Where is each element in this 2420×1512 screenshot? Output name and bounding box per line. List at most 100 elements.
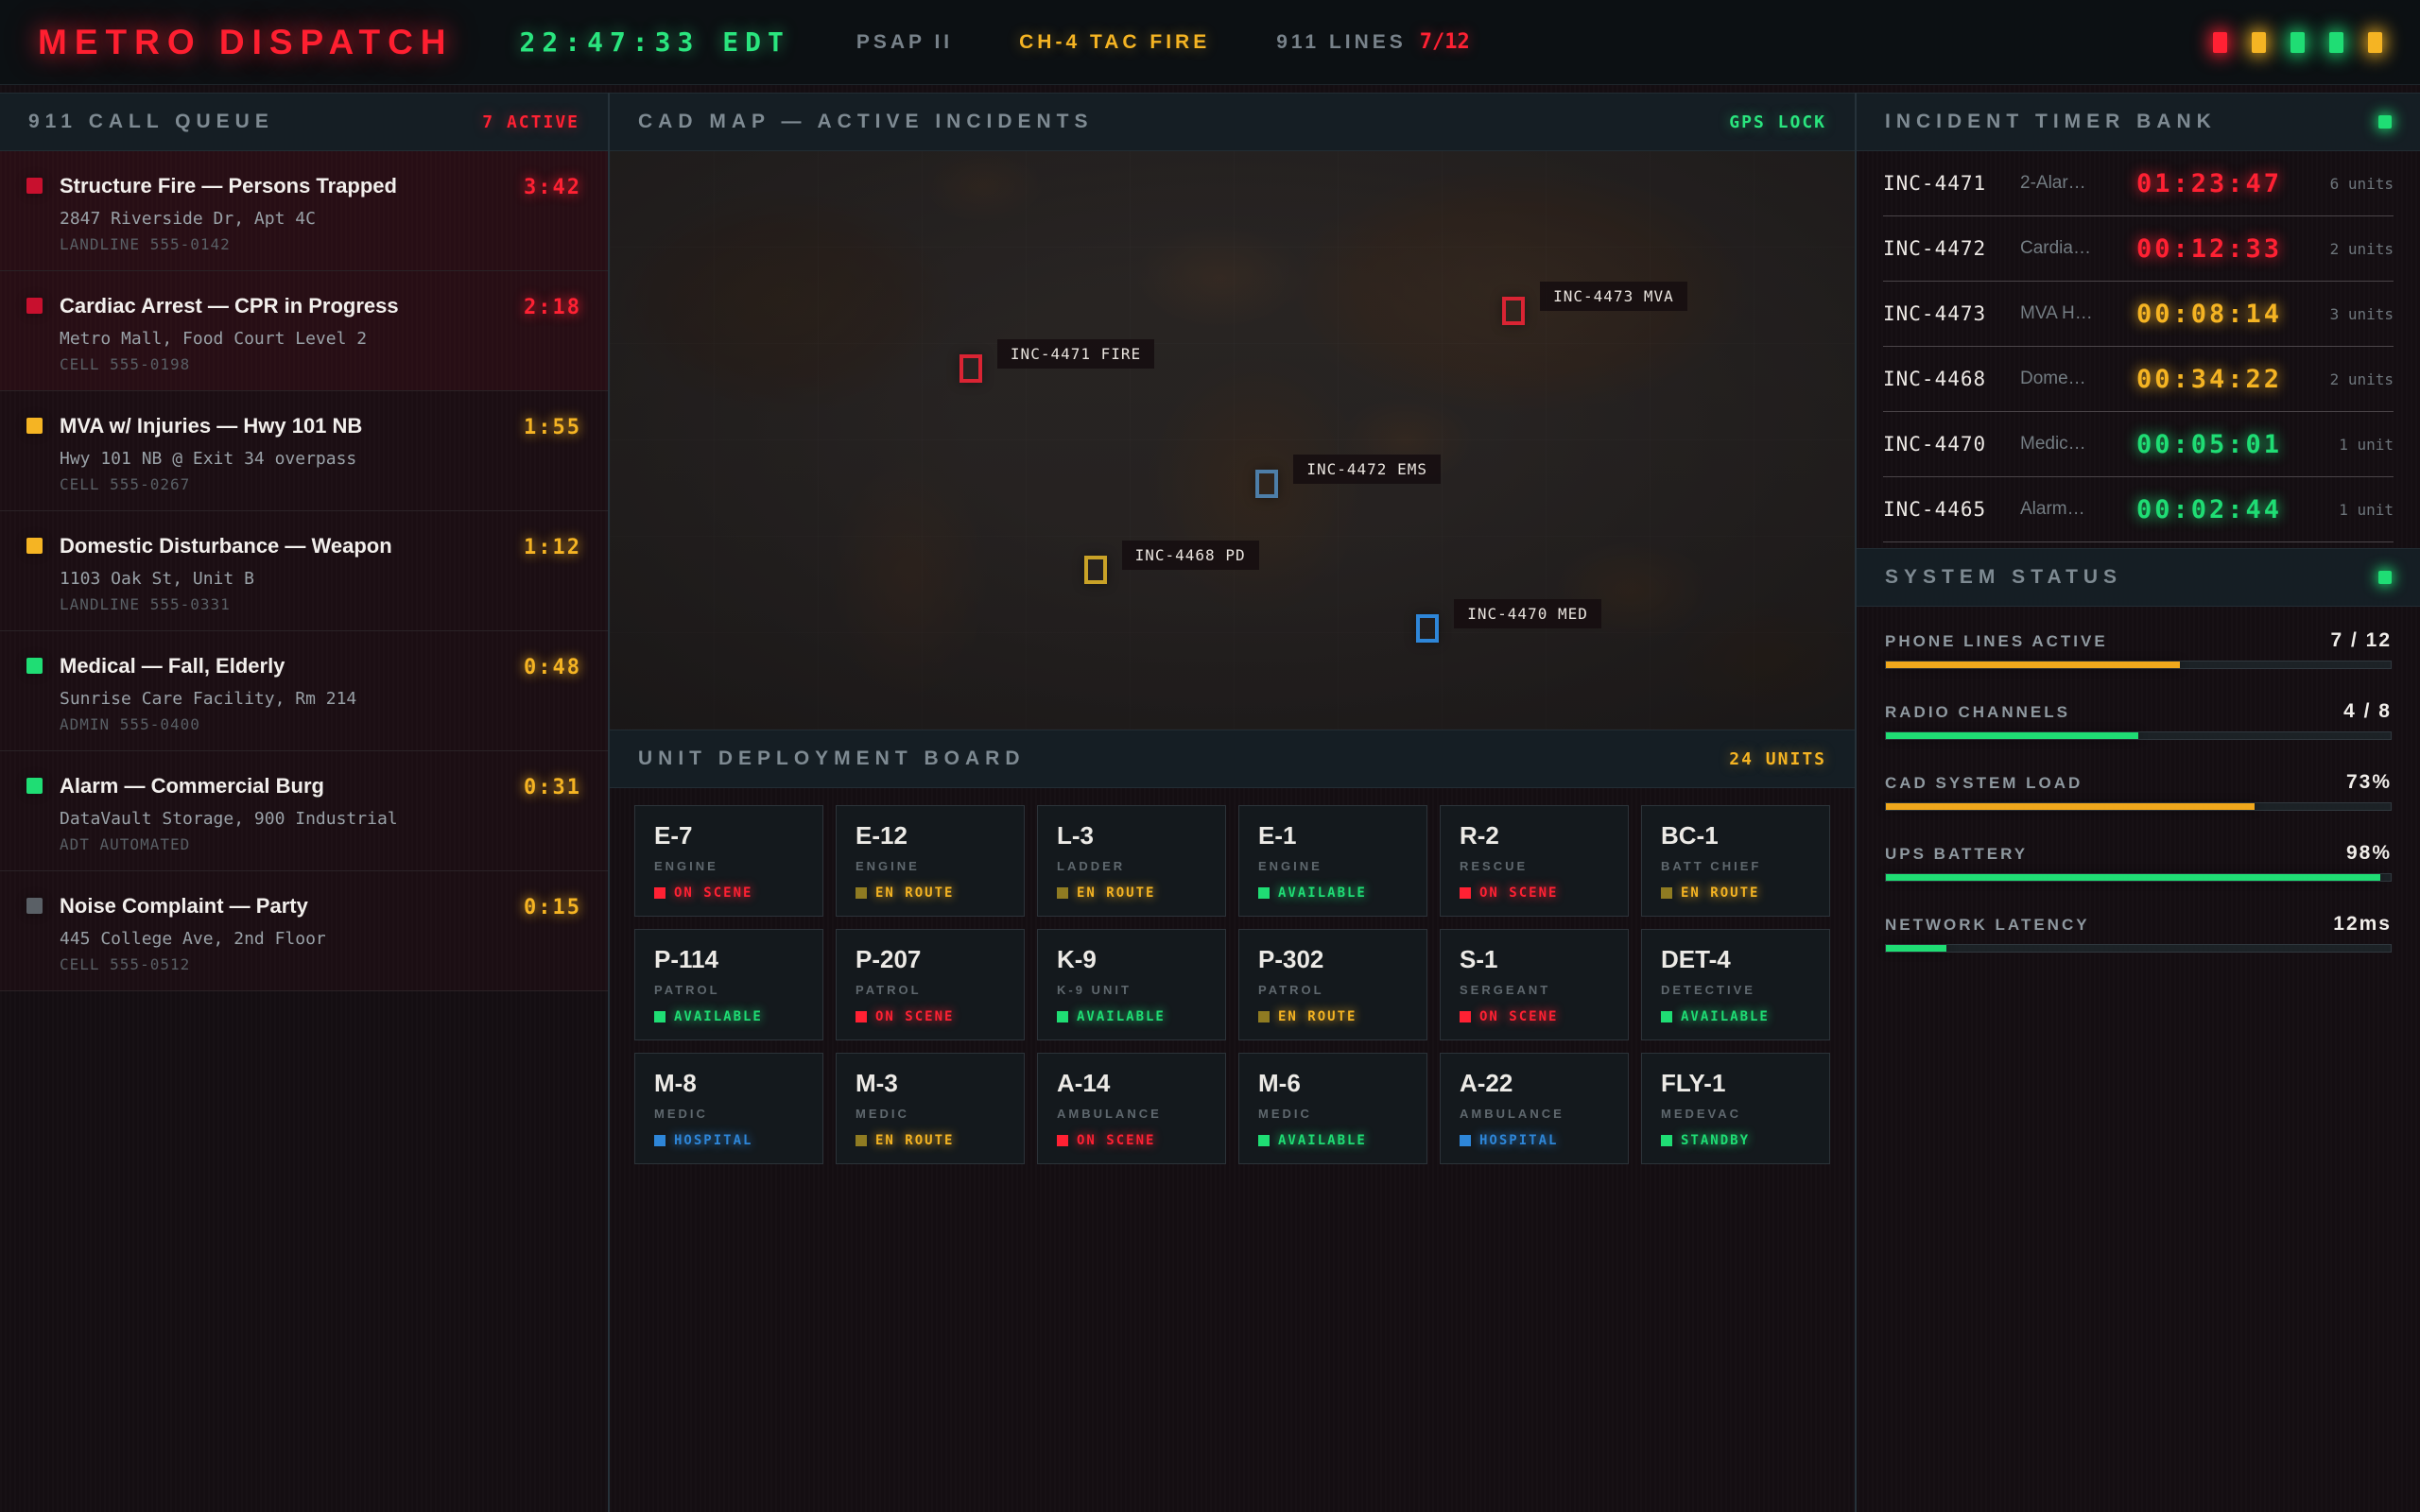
metric-bar-fill [1886,732,2138,739]
call-details: Structure Fire — Persons Trapped 2847 Ri… [60,174,507,270]
metric-bar-fill [1886,945,1946,952]
call-address: 2847 Riverside Dr, Apt 4C [60,209,507,229]
unit-id: DET-4 [1661,945,1810,974]
status-dot-icon [1661,1135,1672,1146]
unit-card[interactable]: S-1 SERGEANT ON SCENE [1440,929,1629,1040]
cad-map[interactable]: INC-4471 FIRE INC-4473 MVA INC-4472 EMS … [610,151,1855,730]
psap-label: PSAP II [856,31,953,54]
unit-card[interactable]: FLY-1 MEDEVAC STANDBY [1641,1053,1830,1164]
incident-label: INC-4471 FIRE [997,339,1154,369]
metric-value: 4 / 8 [2343,700,2392,723]
unit-card[interactable]: K-9 K-9 UNIT AVAILABLE [1037,929,1226,1040]
incident-timer-row[interactable]: INC-4473 MVA H… 00:08:14 3 units [1883,282,2394,347]
incident-timer: 00:05:01 [2115,430,2304,459]
call-details: Medical — Fall, Elderly Sunrise Care Fac… [60,654,507,750]
unit-card[interactable]: P-207 PATROL ON SCENE [836,929,1025,1040]
unit-id: M-8 [654,1069,804,1098]
call-item[interactable]: Cardiac Arrest — CPR in Progress Metro M… [0,271,608,391]
call-item[interactable]: Domestic Disturbance — Weapon 1103 Oak S… [0,511,608,631]
incident-timer: 00:02:44 [2115,495,2304,524]
unit-id: S-1 [1460,945,1609,974]
incident-timer-row[interactable]: INC-4468 Dome… 00:34:22 2 units [1883,347,2394,412]
system-status-header: SYSTEM STATUS [1857,548,2420,607]
incident-timer-row[interactable]: INC-4465 Alarm… 00:02:44 1 unit [1883,477,2394,542]
tac-channel-selector[interactable]: CH-4 TAC FIRE [1019,31,1210,54]
call-item[interactable]: Medical — Fall, Elderly Sunrise Care Fac… [0,631,608,751]
incident-timer-row[interactable]: INC-4472 Cardia… 00:12:33 2 units [1883,216,2394,282]
status-dot-icon [856,1135,867,1146]
status-dot-icon [1460,887,1471,899]
incident-timer-row[interactable]: INC-4470 Medic… 00:05:01 1 unit [1883,412,2394,477]
unit-status: STANDBY [1661,1133,1810,1148]
incident-marker-icon [1084,556,1107,584]
call-item[interactable]: Structure Fire — Persons Trapped 2847 Ri… [0,151,608,271]
unit-id: M-3 [856,1069,1005,1098]
unit-type: MEDIC [654,1107,804,1121]
metric-bar [1885,944,2392,953]
unit-card[interactable]: E-7 ENGINE ON SCENE [634,805,823,917]
status-dot-icon [1057,1135,1068,1146]
call-source: LANDLINE 555-0331 [60,595,507,613]
unit-card[interactable]: P-114 PATROL AVAILABLE [634,929,823,1040]
metric-value: 12ms [2333,913,2392,936]
map-incident[interactable]: INC-4468 PD [1084,556,1107,584]
call-source: CELL 555-0198 [60,355,507,373]
unit-card[interactable]: M-3 MEDIC EN ROUTE [836,1053,1025,1164]
active-calls-badge: 7 ACTIVE [482,112,579,132]
call-item[interactable]: Alarm — Commercial Burg DataVault Storag… [0,751,608,871]
timer-bank-title: INCIDENT TIMER BANK [1885,111,2217,133]
unit-status-label: EN ROUTE [1681,885,1759,901]
metric-value: 7 / 12 [2330,629,2392,652]
incident-label: INC-4473 MVA [1540,282,1687,311]
unit-card[interactable]: M-8 MEDIC HOSPITAL [634,1053,823,1164]
timer-rows: INC-4471 2-Alar… 01:23:47 6 units INC-44… [1857,151,2420,542]
unit-card[interactable]: E-12 ENGINE EN ROUTE [836,805,1025,917]
unit-card[interactable]: A-22 AMBULANCE HOSPITAL [1440,1053,1629,1164]
metric: RADIO CHANNELS 4 / 8 [1885,700,2392,740]
incident-timer-row[interactable]: INC-4471 2-Alar… 01:23:47 6 units [1883,151,2394,216]
metric-bar-fill [1886,874,2380,881]
map-incident[interactable]: INC-4472 EMS [1255,470,1278,498]
call-item[interactable]: Noise Complaint — Party 445 College Ave,… [0,871,608,991]
incident-label: INC-4470 MED [1454,599,1601,628]
unit-status-label: AVAILABLE [1681,1009,1770,1024]
metric: UPS BATTERY 98% [1885,842,2392,882]
unit-status-label: AVAILABLE [1278,885,1367,901]
incident-id: INC-4465 [1883,498,2020,521]
unit-status-label: ON SCENE [1077,1133,1155,1148]
unit-card[interactable]: E-1 ENGINE AVAILABLE [1238,805,1427,917]
unit-card[interactable]: M-6 MEDIC AVAILABLE [1238,1053,1427,1164]
call-item[interactable]: MVA w/ Injuries — Hwy 101 NB Hwy 101 NB … [0,391,608,511]
incident-type: Dome… [2020,369,2115,389]
unit-card[interactable]: P-302 PATROL EN ROUTE [1238,929,1427,1040]
call-timer: 2:18 [524,296,581,390]
unit-id: P-114 [654,945,804,974]
map-incident[interactable]: INC-4471 FIRE [959,354,982,383]
unit-type: MEDEVAC [1661,1107,1810,1121]
unit-status: ON SCENE [1057,1133,1206,1148]
unit-status: EN ROUTE [1057,885,1206,901]
call-timer: 1:55 [524,416,581,510]
unit-card[interactable]: DET-4 DETECTIVE AVAILABLE [1641,929,1830,1040]
call-title: Medical — Fall, Elderly [60,654,507,679]
unit-card[interactable]: BC-1 BATT CHIEF EN ROUTE [1641,805,1830,917]
status-light-icon [2329,32,2343,53]
unit-card[interactable]: R-2 RESCUE ON SCENE [1440,805,1629,917]
panel-status-led-icon [2378,571,2392,584]
map-incident[interactable]: INC-4473 MVA [1502,297,1525,325]
metric-bar [1885,802,2392,811]
map-incident[interactable]: INC-4470 MED [1416,614,1439,643]
unit-card[interactable]: L-3 LADDER EN ROUTE [1037,805,1226,917]
unit-type: AMBULANCE [1460,1107,1609,1121]
unit-status: ON SCENE [1460,885,1609,901]
incident-type: Cardia… [2020,238,2115,259]
severity-icon [26,538,43,554]
call-address: 445 College Ave, 2nd Floor [60,929,507,949]
lines-status: 911 LINES 7/12 [1276,30,1470,54]
incident-timer: 00:34:22 [2115,365,2304,394]
unit-status: ON SCENE [856,1009,1005,1024]
unit-card[interactable]: A-14 AMBULANCE ON SCENE [1037,1053,1226,1164]
severity-icon [26,418,43,434]
lines-label: 911 LINES [1276,31,1407,54]
map-header: CAD MAP — ACTIVE INCIDENTS GPS LOCK [610,93,1855,151]
